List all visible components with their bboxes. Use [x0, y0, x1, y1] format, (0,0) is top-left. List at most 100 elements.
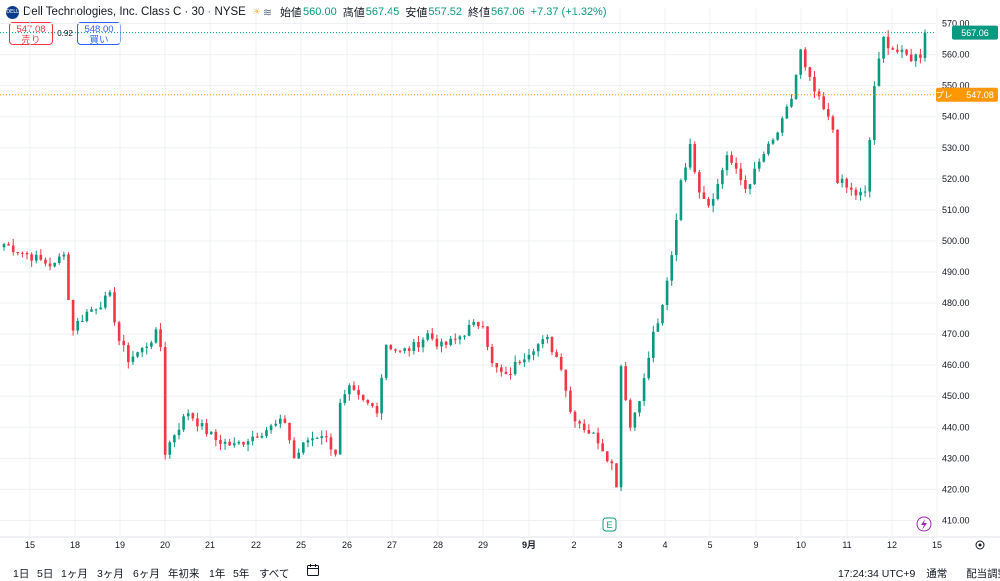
- earnings-event-letter: E: [606, 520, 612, 530]
- candle-body: [177, 429, 181, 436]
- candle-body: [523, 359, 526, 363]
- candle-body: [477, 321, 480, 327]
- candle-body: [302, 442, 305, 453]
- high-label: 高値: [342, 7, 365, 19]
- buy-button[interactable]: 548.00 買い: [77, 22, 121, 46]
- sell-button[interactable]: 547.08 売り: [9, 22, 53, 46]
- candle-body: [652, 331, 655, 358]
- candle-body: [748, 184, 752, 189]
- candle-body: [127, 345, 130, 363]
- candles: [2, 29, 927, 492]
- candle-body: [693, 143, 697, 173]
- candle-body: [329, 437, 333, 450]
- candle-body: [306, 440, 310, 443]
- candle-body: [684, 167, 687, 181]
- timeframe-3m[interactable]: 3ヶ月: [97, 568, 124, 580]
- earnings-event-icon: [602, 517, 617, 532]
- chart-header: DELL Dell Technologies, Inc. Class C · 3…: [6, 4, 607, 20]
- candle-body: [7, 244, 10, 246]
- time-tick-label: 9: [753, 540, 758, 550]
- time-tick-label: 29: [478, 540, 488, 550]
- time-tick-label: 26: [342, 540, 352, 550]
- time-tick-label: 15: [25, 540, 35, 550]
- candle-body: [486, 326, 489, 347]
- time-axis: 15 18 19 20 21 22 25 26 27 28 29 9月 2 3 4 5 9 10 11 12 15: [0, 536, 1000, 550]
- candle-body: [57, 256, 61, 263]
- candle-body: [76, 321, 79, 331]
- candle-body: [246, 441, 250, 445]
- candle-body: [394, 349, 397, 351]
- settings-gear-icon-center: [978, 543, 982, 547]
- timeframe-1d[interactable]: 1日: [13, 568, 30, 580]
- time-tick-label: 10: [796, 540, 806, 550]
- timeframe-1m[interactable]: 1ヶ月: [61, 568, 88, 580]
- candle-body: [877, 58, 881, 87]
- candle-body: [288, 422, 291, 441]
- time-tick-label: 18: [70, 540, 80, 550]
- candle-body: [16, 252, 20, 254]
- session-toggle[interactable]: 通常: [926, 568, 948, 580]
- candle-body: [527, 354, 531, 360]
- candle-body: [615, 463, 618, 488]
- candle-body: [550, 336, 554, 353]
- price-tick-label: 550.00: [942, 81, 970, 91]
- calendar-range-icon[interactable]: [306, 563, 320, 577]
- time-tick-label: 22: [251, 540, 261, 550]
- candle-body: [200, 423, 204, 427]
- candle-body: [638, 401, 641, 413]
- symbol-title[interactable]: Dell Technologies, Inc. Class C · 30 · N…: [23, 6, 246, 18]
- candle-body: [348, 385, 351, 395]
- last-price-badge: [952, 25, 998, 40]
- candle-body: [274, 423, 277, 426]
- price-tick-label: 570.00: [942, 19, 970, 29]
- candle-body: [900, 49, 904, 52]
- timeframe-5d[interactable]: 5日: [37, 568, 54, 580]
- candle-body: [25, 252, 29, 255]
- timeframe-all[interactable]: すべて: [259, 568, 290, 580]
- timeframe-ytd[interactable]: 年初来: [168, 568, 200, 580]
- price-tick-label: 450.00: [942, 391, 970, 401]
- candle-body: [182, 416, 185, 430]
- candle-body: [173, 435, 176, 443]
- price-tick-label: 510.00: [942, 205, 970, 215]
- candle-body: [255, 436, 259, 438]
- timeframe-1y[interactable]: 1年: [209, 568, 226, 580]
- candle-body: [403, 348, 406, 351]
- dell-logo: DELL: [6, 5, 19, 19]
- candle-body: [675, 219, 678, 256]
- candle-body: [315, 437, 319, 439]
- candle-body: [407, 348, 411, 351]
- candle-body: [150, 342, 153, 347]
- timeframe-6m[interactable]: 6ヶ月: [133, 568, 160, 580]
- candle-body: [136, 352, 139, 357]
- adjust-dividends-toggle[interactable]: 配当調整: [966, 568, 1000, 580]
- candle-body: [48, 263, 52, 267]
- wave-icon: ≋: [262, 6, 273, 19]
- candle-body: [62, 254, 66, 257]
- candle-body: [375, 406, 379, 414]
- price-tick-label: 470.00: [942, 329, 970, 339]
- price-tick-label: 560.00: [942, 50, 970, 60]
- candle-body: [605, 451, 609, 462]
- candle-body: [702, 192, 706, 200]
- candle-body: [214, 431, 218, 441]
- time-tick-label: 19: [115, 540, 125, 550]
- timeframe-5y[interactable]: 5年: [233, 568, 250, 580]
- candle-body: [371, 403, 374, 407]
- candle-body: [661, 304, 664, 324]
- price-axis: 410.00 420.00 430.00 440.00 450.00 460.00 470.…: [935, 19, 998, 525]
- time-tick-label: 21: [205, 540, 215, 550]
- candle-body: [297, 452, 301, 459]
- candle-body: [518, 361, 522, 363]
- candle-body: [725, 155, 729, 171]
- candle-body: [440, 341, 443, 347]
- spread-value: 0.92: [57, 29, 73, 38]
- time-tick-label: 3: [617, 540, 622, 550]
- candle-body: [412, 342, 416, 351]
- last-price-badge-text: 567.06: [961, 28, 989, 38]
- candle-body: [642, 378, 646, 402]
- settings-gear-icon: [975, 540, 985, 550]
- close-label: 終値: [468, 7, 491, 19]
- candle-body: [836, 129, 839, 184]
